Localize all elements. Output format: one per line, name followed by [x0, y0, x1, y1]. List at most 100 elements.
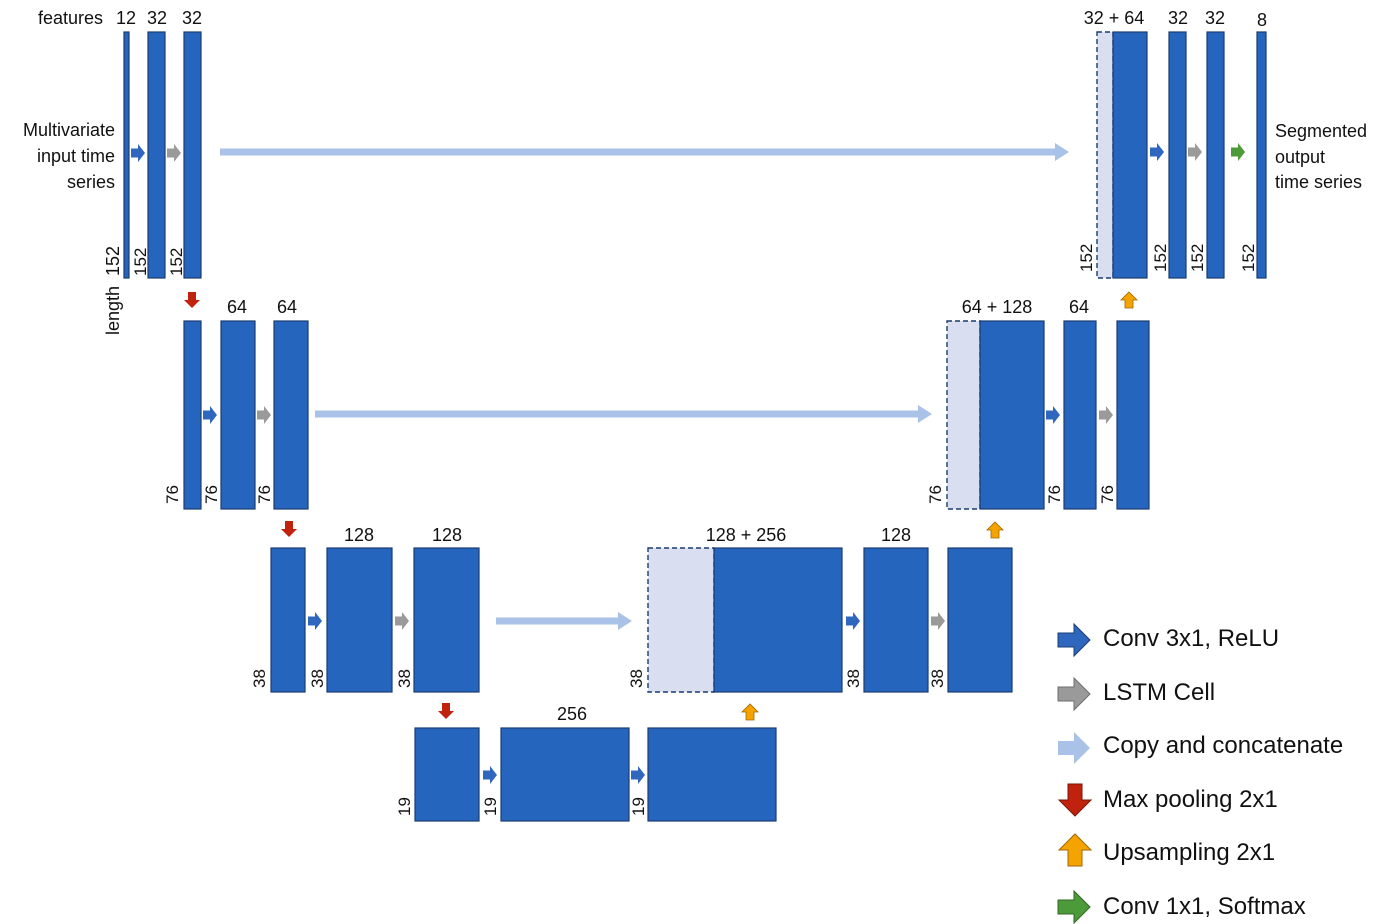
length-value: 76: [1045, 485, 1064, 504]
length-value: 38: [308, 669, 327, 688]
feature-map: [147, 31, 166, 279]
length-value: 152: [131, 248, 150, 276]
copy-arrow-icon: [1058, 732, 1090, 764]
length-value: 19: [395, 797, 414, 816]
upsample-arrow-icon: [1120, 291, 1138, 309]
legend: Conv 3x1, ReLU LSTM Cell Copy and concat…: [1057, 623, 1343, 924]
maxpool-arrow-icon: [184, 292, 200, 308]
feature-map-output: [1256, 31, 1267, 279]
legend-item-conv: Conv 3x1, ReLU: [1057, 623, 1279, 657]
channel-label: 128: [432, 525, 462, 545]
legend-item-softmax: Conv 1x1, Softmax: [1057, 890, 1306, 924]
feature-map: [1206, 31, 1225, 279]
copied-feature-map: [647, 547, 715, 693]
conv-arrow-icon: [846, 612, 860, 630]
legend-label: LSTM Cell: [1103, 679, 1215, 706]
features-label: features: [38, 8, 103, 28]
channel-label: 64 + 128: [962, 297, 1033, 317]
copy-arrow-icon: [618, 612, 632, 630]
feature-map: [414, 727, 480, 822]
input-label-line1: Multivariate: [23, 120, 115, 140]
output-label-line2: output: [1275, 147, 1325, 167]
channel-label: 128 + 256: [706, 525, 787, 545]
level-2: 64 64 76 76 76 64 + 128 64 76 76 76: [163, 297, 1150, 510]
lstm-arrow-icon: [1057, 677, 1091, 711]
length-value: 76: [163, 485, 182, 504]
maxpool-arrow-icon: [438, 703, 454, 719]
conv-arrow-icon: [1150, 143, 1164, 161]
feature-map: [326, 547, 393, 693]
softmax-arrow-icon: [1057, 890, 1091, 924]
feature-map: [273, 320, 309, 510]
feature-map: [1168, 31, 1187, 279]
feature-map: [183, 320, 202, 510]
channel-label: 32: [147, 8, 167, 28]
copy-arrow-icon: [1055, 143, 1069, 161]
maxpool-arrow-icon: [281, 521, 297, 537]
input-label-line3: series: [67, 172, 115, 192]
channel-label: 32: [182, 8, 202, 28]
upsample-arrow-icon: [986, 521, 1004, 539]
legend-item-upsample: Upsampling 2x1: [1058, 833, 1275, 867]
upsample-arrow-icon: [1058, 833, 1092, 867]
copied-feature-map: [946, 320, 981, 510]
feature-map: [979, 320, 1045, 510]
conv-arrow-icon: [131, 144, 145, 162]
length-value: 38: [250, 669, 269, 688]
feature-map: [500, 727, 630, 822]
upsample-arrow-icon: [741, 703, 759, 721]
channel-label: 8: [1257, 10, 1267, 30]
length-value: 38: [627, 669, 646, 688]
feature-map: [1112, 31, 1148, 279]
length-value: 152: [1151, 244, 1170, 272]
conv-arrow-icon: [1057, 623, 1091, 657]
channel-label: 64: [277, 297, 297, 317]
feature-map: [713, 547, 843, 693]
level-3: 128 128 38 38 38 128 + 256 128 38 38 38: [250, 525, 1013, 693]
legend-label: Conv 1x1, Softmax: [1103, 893, 1306, 920]
channel-label: 128: [344, 525, 374, 545]
length-value: 76: [202, 485, 221, 504]
length-label: length: [103, 286, 123, 335]
length-value: 152: [1188, 244, 1207, 272]
legend-label: Copy and concatenate: [1103, 732, 1343, 759]
lstm-arrow-icon: [167, 144, 181, 162]
length-value: 19: [481, 797, 500, 816]
input-label-line2: input time: [37, 146, 115, 166]
level-1: features 12 32 32 Multivariate input tim…: [23, 8, 1367, 335]
feature-map-input: [123, 31, 130, 279]
output-label-line3: time series: [1275, 172, 1362, 192]
channel-label: 32: [1205, 8, 1225, 28]
lstm-arrow-icon: [395, 612, 409, 630]
copy-arrow-icon: [918, 405, 932, 423]
length-value: 38: [844, 669, 863, 688]
lstm-arrow-icon: [1188, 143, 1202, 161]
conv-arrow-icon: [203, 406, 217, 424]
legend-label: Max pooling 2x1: [1103, 786, 1278, 813]
length-value: 152: [1077, 244, 1096, 272]
legend-item-copy: Copy and concatenate: [1058, 732, 1343, 764]
conv-arrow-icon: [483, 766, 497, 784]
conv-arrow-icon: [308, 612, 322, 630]
feature-map: [947, 547, 1013, 693]
feature-map: [863, 547, 929, 693]
channel-label: 32 + 64: [1084, 8, 1145, 28]
channel-label: 12: [116, 8, 136, 28]
legend-label: Conv 3x1, ReLU: [1103, 625, 1279, 652]
conv-arrow-icon: [631, 766, 645, 784]
lstm-arrow-icon: [1099, 406, 1113, 424]
feature-map: [183, 31, 202, 279]
output-label-line1: Segmented: [1275, 121, 1367, 141]
length-value: 76: [1098, 485, 1117, 504]
length-value: 152: [167, 248, 186, 276]
feature-map: [270, 547, 306, 693]
channel-label: 256: [557, 704, 587, 724]
feature-map: [1063, 320, 1097, 510]
lstm-arrow-icon: [931, 612, 945, 630]
legend-item-lstm: LSTM Cell: [1057, 677, 1215, 711]
length-value: 76: [255, 485, 274, 504]
channel-label: 128: [881, 525, 911, 545]
maxpool-arrow-icon: [1058, 783, 1092, 817]
copied-feature-map: [1096, 31, 1114, 279]
